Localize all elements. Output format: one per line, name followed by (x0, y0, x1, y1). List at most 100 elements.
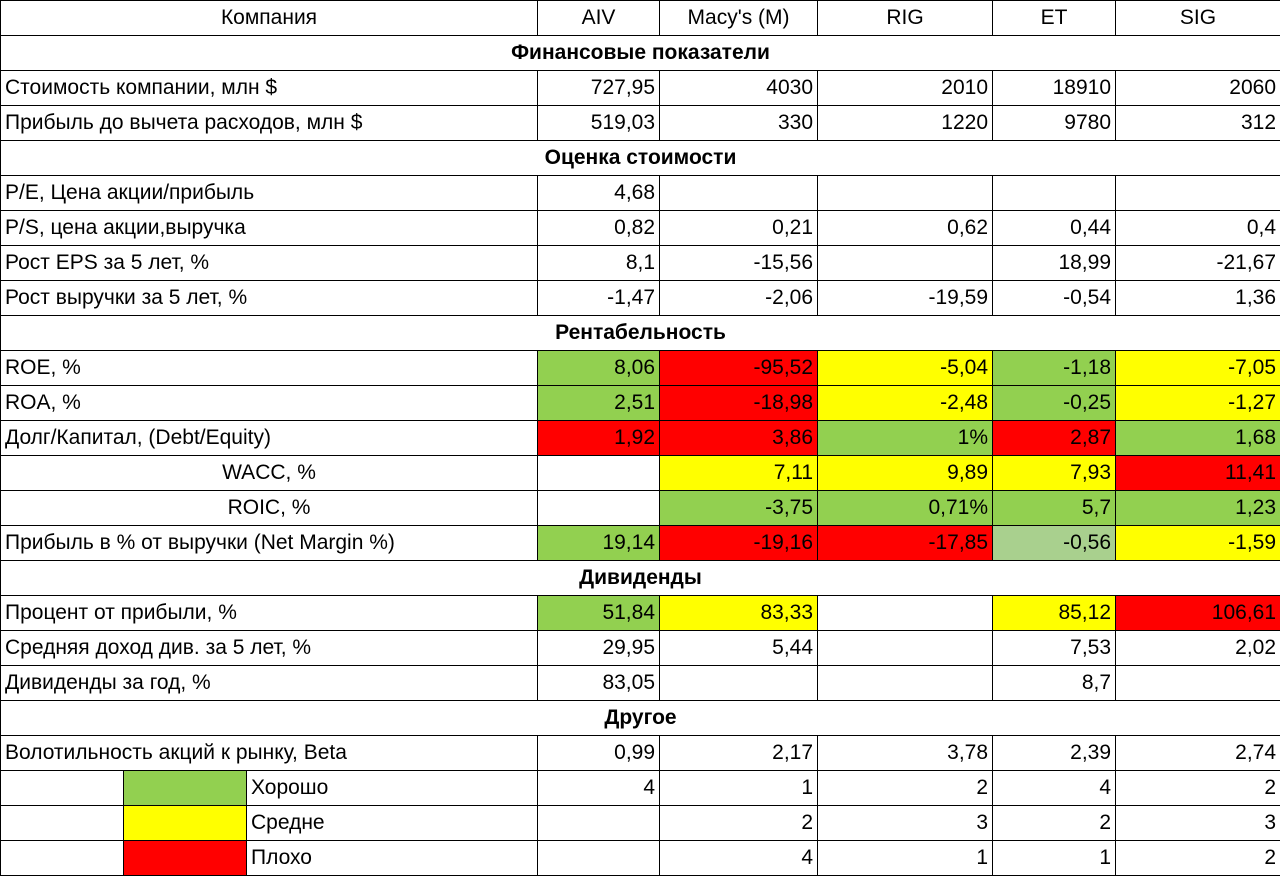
cell[interactable]: 7,53 (992, 630, 1117, 666)
legend-label[interactable]: Плохо (245, 840, 539, 876)
cell[interactable]: 0,62 (817, 210, 994, 246)
legend-label[interactable]: Хорошо (245, 770, 539, 806)
cell-medium[interactable]: -7,05 (1115, 350, 1280, 386)
cell[interactable] (817, 245, 994, 281)
cell-good[interactable]: 1,23 (1115, 490, 1280, 526)
cell[interactable]: 0,99 (537, 735, 661, 771)
cell-bad[interactable]: -18,98 (659, 385, 819, 421)
row-label[interactable]: P/S, цена акции,выручка (0, 210, 539, 246)
cell-good[interactable]: 1,68 (1115, 420, 1280, 456)
cell[interactable] (992, 175, 1117, 211)
row-label[interactable]: Долг/Капитал, (Debt/Equity) (0, 420, 539, 456)
cell[interactable]: -19,59 (817, 280, 994, 316)
legend-swatch-medium[interactable] (123, 805, 247, 841)
cell[interactable]: 312 (1115, 105, 1280, 141)
cell-medium[interactable]: 7,11 (659, 455, 819, 491)
cell-good[interactable]: -3,75 (659, 490, 819, 526)
cell[interactable]: 1,36 (1115, 280, 1280, 316)
cell[interactable]: 9780 (992, 105, 1117, 141)
section-other[interactable]: Другое (0, 700, 1280, 736)
row-label[interactable]: ROIC, % (0, 490, 539, 526)
cell[interactable]: 2 (817, 770, 994, 806)
cell[interactable]: 8,7 (992, 665, 1117, 701)
cell[interactable]: 18910 (992, 70, 1117, 106)
row-label[interactable]: Рост выручки за 5 лет, % (0, 280, 539, 316)
row-label[interactable]: Прибыль до вычета расходов, млн $ (0, 105, 539, 141)
cell[interactable]: 2010 (817, 70, 994, 106)
cell-good[interactable]: 5,7 (992, 490, 1117, 526)
cell[interactable]: 1220 (817, 105, 994, 141)
cell[interactable]: 2060 (1115, 70, 1280, 106)
cell-medium[interactable]: -5,04 (817, 350, 994, 386)
cell[interactable] (537, 805, 661, 841)
section-finance[interactable]: Финансовые показатели (0, 35, 1280, 71)
cell-good[interactable]: 51,84 (537, 595, 661, 631)
cell[interactable]: 1 (659, 770, 819, 806)
cell-good[interactable]: -0,25 (992, 385, 1117, 421)
cell[interactable]: 0,21 (659, 210, 819, 246)
section-dividends[interactable]: Дивиденды (0, 560, 1280, 596)
cell[interactable]: 519,03 (537, 105, 661, 141)
cell[interactable]: 5,44 (659, 630, 819, 666)
cell[interactable]: 3 (1115, 805, 1280, 841)
cell-bad[interactable]: 106,61 (1115, 595, 1280, 631)
cell[interactable]: 2 (992, 805, 1117, 841)
cell[interactable]: 2 (659, 805, 819, 841)
cell[interactable]: 4 (659, 840, 819, 876)
header-company-sig[interactable]: SIG (1115, 0, 1280, 36)
cell[interactable] (537, 455, 661, 491)
header-company-aiv[interactable]: AIV (537, 0, 661, 36)
cell-good[interactable]: 2,51 (537, 385, 661, 421)
cell-medium[interactable]: -1,59 (1115, 525, 1280, 561)
row-label[interactable]: ROE, % (0, 350, 539, 386)
cell[interactable]: 3,78 (817, 735, 994, 771)
cell[interactable]: 0,82 (537, 210, 661, 246)
cell-medium[interactable]: -1,27 (1115, 385, 1280, 421)
cell-good[interactable]: 1% (817, 420, 994, 456)
cell-bad[interactable]: 3,86 (659, 420, 819, 456)
header-company-m[interactable]: Macy's (M) (659, 0, 819, 36)
cell[interactable]: 1 (992, 840, 1117, 876)
row-label[interactable]: Стоимость компании, млн $ (0, 70, 539, 106)
cell-bad[interactable]: -95,52 (659, 350, 819, 386)
cell[interactable]: -2,06 (659, 280, 819, 316)
cell[interactable] (817, 630, 994, 666)
cell-good-light[interactable]: -0,56 (992, 525, 1117, 561)
cell-bad[interactable]: 2,87 (992, 420, 1117, 456)
row-label[interactable]: Процент от прибыли, % (0, 595, 539, 631)
cell[interactable]: 4,68 (537, 175, 661, 211)
cell-medium[interactable]: 85,12 (992, 595, 1117, 631)
cell[interactable] (817, 175, 994, 211)
cell[interactable] (1115, 175, 1280, 211)
cell[interactable]: 4 (992, 770, 1117, 806)
row-label[interactable]: Средняя доход див. за 5 лет, % (0, 630, 539, 666)
section-valuation[interactable]: Оценка стоимости (0, 140, 1280, 176)
cell-medium[interactable]: -2,48 (817, 385, 994, 421)
cell[interactable]: 29,95 (537, 630, 661, 666)
cell[interactable] (537, 840, 661, 876)
row-label[interactable]: Рост EPS за 5 лет, % (0, 245, 539, 281)
cell-good[interactable]: -1,18 (992, 350, 1117, 386)
cell-good[interactable]: 19,14 (537, 525, 661, 561)
cell[interactable]: 8,1 (537, 245, 661, 281)
cell[interactable]: 2,02 (1115, 630, 1280, 666)
cell-bad[interactable]: -17,85 (817, 525, 994, 561)
cell[interactable]: 0,4 (1115, 210, 1280, 246)
cell[interactable]: -21,67 (1115, 245, 1280, 281)
cell-medium[interactable]: 83,33 (659, 595, 819, 631)
row-label[interactable]: WACC, % (0, 455, 539, 491)
legend-label[interactable]: Средне (245, 805, 539, 841)
row-label[interactable]: Дивиденды за год, % (0, 665, 539, 701)
section-profitability[interactable]: Рентабельность (0, 315, 1280, 351)
cell-good[interactable]: 8,06 (537, 350, 661, 386)
cell[interactable]: 83,05 (537, 665, 661, 701)
cell[interactable]: 1 (817, 840, 994, 876)
cell[interactable]: 4 (537, 770, 661, 806)
cell[interactable]: -15,56 (659, 245, 819, 281)
cell[interactable] (659, 665, 819, 701)
cell[interactable]: 2 (1115, 770, 1280, 806)
header-label[interactable]: Компания (0, 0, 539, 36)
cell[interactable]: 727,95 (537, 70, 661, 106)
legend-swatch-bad[interactable] (123, 840, 247, 876)
cell-bad[interactable]: -19,16 (659, 525, 819, 561)
